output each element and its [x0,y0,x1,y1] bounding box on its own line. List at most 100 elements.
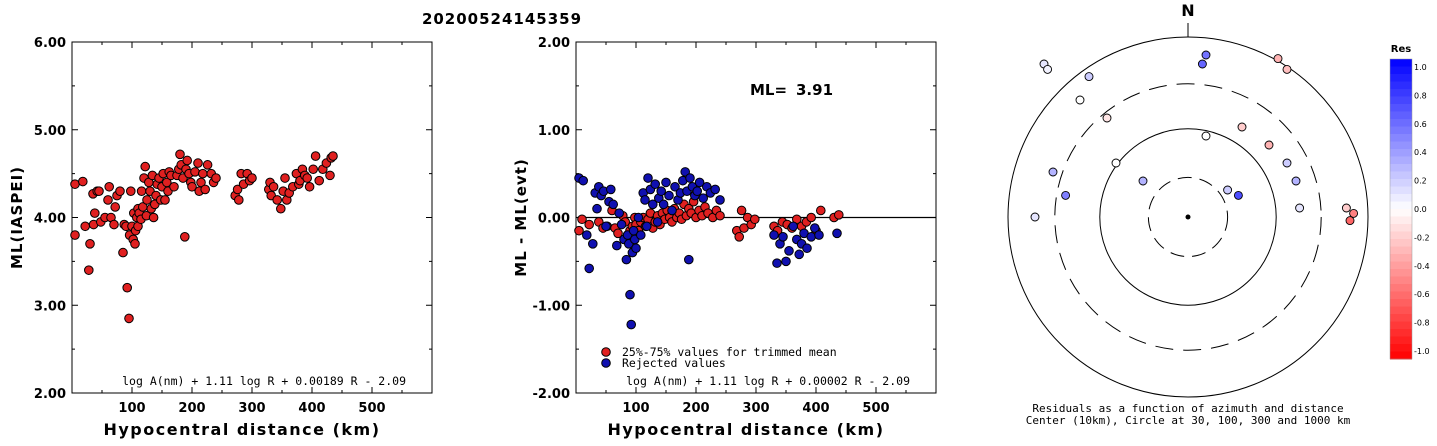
data-point-accepted [118,247,128,258]
x-tick-label: 500 [358,401,385,416]
station-residual-point [1075,95,1085,105]
data-point-accepted [70,179,80,189]
colorbar-tick-label: 0.0 [1414,205,1427,214]
colorbar-tick-label: 0.2 [1414,177,1427,186]
data-point-rejected [698,193,709,203]
colorbar-tick-label: -0.2 [1414,233,1430,242]
plot-frame [71,41,433,394]
colorbar-frame [1389,58,1413,360]
data-point-accepted [314,175,325,186]
y-tick-label: 2.00 [34,387,66,402]
colorbar-segment [1390,329,1412,337]
station-residual-point [1282,64,1292,74]
data-point-accepted [187,181,197,192]
data-point-rejected [631,243,641,254]
data-point-accepted [211,173,221,183]
data-point-accepted [140,161,150,172]
y-tick-label: 2.00 [538,36,570,51]
data-point-accepted [584,219,595,230]
x-tick-label: 300 [742,401,769,416]
data-point-accepted [103,195,113,205]
y-tick-label: 5.00 [34,124,66,139]
station-residual-point [1273,54,1283,64]
x-tick-label: 300 [238,401,265,416]
colorbar-segment [1390,336,1412,345]
colorbar-segment [1390,156,1412,165]
data-point-rejected [667,205,677,216]
data-point-accepted [310,151,321,161]
colorbar-segment [1390,351,1412,360]
y-tick-label: 1.00 [538,124,570,139]
colorbar-segment [1390,194,1412,202]
legend-label: Rejected values [622,356,726,370]
y-tick-label: 0.00 [538,212,570,227]
data-point-accepted [202,160,213,170]
data-point-accepted [232,184,243,195]
x-tick-label: 200 [682,401,709,416]
data-point-accepted [124,313,134,324]
colorbar-segment [1390,231,1412,240]
data-point-rejected [652,217,663,227]
data-point-rejected [612,240,622,251]
legend-marker [601,358,611,368]
data-point-accepted [198,168,208,179]
data-point-rejected [640,195,650,205]
data-point-rejected [670,181,680,192]
data-point-accepted [308,164,319,175]
station-residual-point [1233,190,1243,200]
colorbar-tick-label: 0.6 [1414,120,1427,129]
data-point-accepted [268,181,279,192]
y-axis-label: ML(IASPEI) [8,166,26,269]
colorbar-segment [1390,66,1412,75]
data-point-rejected [616,219,627,230]
colorbar-segment [1390,74,1412,82]
x-tick-label: 200 [178,401,205,416]
station-residual-point [1201,131,1211,141]
data-point-accepted [834,210,844,220]
data-point-accepted [272,195,283,205]
station-residual-point [1341,203,1351,213]
data-point-accepted [816,205,826,216]
station-residual-point [1237,122,1247,132]
y-axis-label: ML - ML(evt) [512,158,530,276]
colorbar-segment [1390,134,1412,142]
colorbar-segment [1390,96,1412,105]
data-point-accepted [136,186,147,196]
colorbar-segment [1390,269,1412,277]
figure-title: 20200524145359 [422,10,582,28]
ring-100km [1099,128,1277,306]
data-point-rejected [664,190,674,201]
data-point-rejected [588,239,598,249]
polar-caption-line1: Residuals as a function of azimuth and d… [1032,402,1343,415]
station-residual-point [1102,113,1112,123]
data-point-accepted [142,195,152,205]
data-point-rejected [658,199,669,210]
station-residual-point [1295,203,1305,213]
colorbar-tick-label: -1.0 [1414,347,1430,356]
data-point-accepted [130,239,140,249]
colorbar-segment [1390,299,1412,307]
colorbar-tick-label: -0.8 [1414,319,1430,328]
legend-label: 25%-75% values for trimmed mean [622,345,837,359]
data-point-rejected [772,258,782,268]
data-point-rejected [643,173,653,183]
data-point-rejected [592,203,602,214]
x-tick-label: 500 [862,401,889,416]
data-point-accepted [574,225,584,236]
colorbar-segment [1390,149,1412,157]
data-point-rejected [794,249,805,260]
data-point-rejected [642,221,652,232]
data-point-accepted [190,167,200,177]
ring-300km [1054,83,1322,351]
colorbar-segment [1390,284,1412,292]
station-residual-point [1138,176,1148,186]
ring-30km [1147,176,1229,258]
data-point-accepted [85,239,95,249]
data-point-accepted [734,232,745,242]
y-tick-label: -2.00 [533,387,570,402]
colorbar-tick-label: -0.4 [1414,262,1430,271]
colorbar-segment [1390,321,1412,330]
data-point-rejected [806,232,817,242]
data-point-accepted [78,176,88,187]
chart-panel-polar: N Residuals as a function of azimuth and … [1007,1,1430,427]
